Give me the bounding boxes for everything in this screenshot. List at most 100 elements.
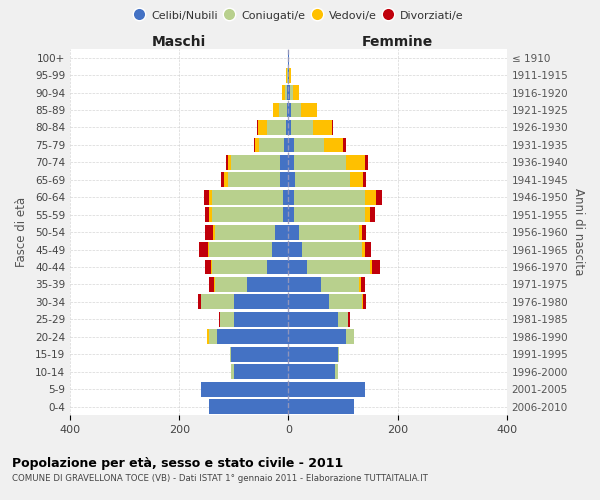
Bar	[289, 224, 299, 240]
Bar	[362, 294, 363, 310]
Text: Femmine: Femmine	[362, 35, 433, 49]
Bar	[291, 102, 301, 118]
Bar	[266, 120, 286, 135]
Bar	[289, 312, 338, 327]
Bar	[283, 190, 289, 204]
Bar	[289, 190, 294, 204]
Bar	[372, 260, 380, 274]
Bar	[293, 85, 299, 100]
Bar	[234, 364, 289, 379]
Bar	[289, 102, 291, 118]
Bar	[289, 399, 354, 414]
Bar	[370, 260, 372, 274]
Y-axis label: Anni di nascita: Anni di nascita	[572, 188, 585, 276]
Bar	[376, 190, 382, 204]
Bar	[289, 242, 302, 257]
Bar	[275, 224, 289, 240]
Bar	[321, 277, 359, 292]
Bar	[361, 277, 365, 292]
Bar	[213, 224, 215, 240]
Bar	[201, 382, 289, 396]
Bar	[272, 242, 289, 257]
Bar	[266, 260, 289, 274]
Bar	[289, 260, 307, 274]
Bar	[284, 138, 289, 152]
Bar	[212, 260, 266, 274]
Bar	[363, 294, 366, 310]
Bar	[234, 312, 289, 327]
Bar	[289, 138, 294, 152]
Bar	[212, 190, 283, 204]
Bar	[335, 364, 338, 379]
Bar	[301, 102, 317, 118]
Y-axis label: Fasce di età: Fasce di età	[15, 197, 28, 267]
Bar	[365, 242, 371, 257]
Bar	[205, 224, 213, 240]
Bar	[209, 190, 212, 204]
Bar	[299, 224, 359, 240]
Bar	[338, 312, 349, 327]
Bar	[224, 172, 229, 187]
Bar	[257, 120, 259, 135]
Bar	[211, 260, 212, 274]
Bar	[209, 208, 212, 222]
Bar	[234, 294, 289, 310]
Bar	[291, 120, 313, 135]
Bar	[289, 68, 291, 82]
Bar	[289, 155, 294, 170]
Bar	[259, 120, 266, 135]
Bar	[349, 312, 350, 327]
Bar	[229, 172, 280, 187]
Bar	[359, 277, 361, 292]
Bar	[220, 312, 234, 327]
Bar	[287, 102, 289, 118]
Bar	[273, 102, 278, 118]
Bar	[289, 277, 321, 292]
Bar	[365, 190, 376, 204]
Bar	[201, 294, 234, 310]
Legend: Celibi/Nubili, Coniugati/e, Vedovi/e, Divorziati/e: Celibi/Nubili, Coniugati/e, Vedovi/e, Di…	[132, 6, 468, 25]
Bar	[209, 330, 217, 344]
Bar	[283, 208, 289, 222]
Bar	[302, 242, 362, 257]
Bar	[206, 330, 209, 344]
Bar	[205, 260, 211, 274]
Bar	[226, 155, 229, 170]
Bar	[208, 242, 209, 257]
Bar	[286, 68, 287, 82]
Bar	[365, 155, 368, 170]
Bar	[332, 120, 333, 135]
Bar	[350, 172, 363, 187]
Bar	[294, 190, 365, 204]
Text: Maschi: Maschi	[152, 35, 206, 49]
Bar	[294, 208, 365, 222]
Bar	[212, 208, 283, 222]
Bar	[329, 294, 362, 310]
Bar	[217, 330, 289, 344]
Bar	[247, 277, 289, 292]
Bar	[289, 364, 335, 379]
Bar	[231, 364, 234, 379]
Bar	[346, 330, 354, 344]
Bar	[289, 347, 338, 362]
Bar	[215, 224, 275, 240]
Bar	[278, 102, 287, 118]
Bar	[229, 155, 231, 170]
Bar	[221, 172, 224, 187]
Bar	[362, 242, 365, 257]
Bar	[343, 138, 346, 152]
Bar	[289, 172, 295, 187]
Bar	[290, 85, 293, 100]
Bar	[280, 172, 289, 187]
Bar	[313, 120, 332, 135]
Bar	[287, 68, 288, 82]
Bar	[231, 347, 289, 362]
Bar	[363, 172, 366, 187]
Bar	[199, 242, 208, 257]
Bar	[289, 294, 329, 310]
Bar	[231, 155, 280, 170]
Bar	[295, 172, 350, 187]
Bar	[209, 277, 214, 292]
Bar	[307, 260, 370, 274]
Bar	[209, 399, 289, 414]
